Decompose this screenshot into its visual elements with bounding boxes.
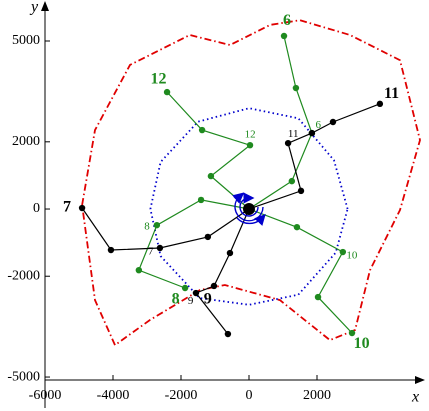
series-line [81, 207, 250, 251]
x-tick-label: -4000 [97, 388, 130, 403]
point-label: 9 [188, 295, 194, 307]
series-line [149, 107, 349, 306]
center-point [243, 203, 255, 216]
point [280, 32, 288, 40]
point [246, 141, 254, 149]
point [210, 282, 218, 290]
point [181, 284, 189, 292]
point [284, 139, 292, 147]
point-label: 11 [288, 128, 299, 140]
point [339, 248, 347, 256]
center-spiral [232, 192, 266, 226]
point [163, 88, 171, 96]
y-tick-label: -5000 [7, 369, 40, 384]
point [297, 187, 305, 195]
point [78, 204, 86, 212]
point [224, 330, 232, 338]
point-label: 6 [316, 119, 322, 131]
point-label: 12 [245, 129, 256, 141]
point [204, 233, 212, 241]
point [348, 329, 356, 337]
point [292, 84, 300, 92]
x-tick-label: 2000 [303, 388, 331, 403]
x-axis-label: x [411, 389, 419, 406]
point-label: 8 [172, 290, 180, 307]
point [135, 266, 143, 274]
y-axis-label: y [29, 0, 39, 16]
x-tick-label: -2000 [165, 388, 198, 403]
point-label: 6 [283, 12, 291, 29]
series-line [248, 208, 353, 334]
series-line [195, 208, 250, 335]
point-label: 9 [204, 290, 212, 307]
point [329, 118, 337, 126]
point [107, 246, 115, 254]
point [288, 177, 296, 185]
point-label: 8 [144, 220, 150, 232]
y-tick-label: 0 [33, 201, 40, 216]
point-label: 7 [148, 246, 154, 258]
y-tick-label: 2000 [12, 134, 40, 149]
x-tick-label: 0 [246, 388, 253, 403]
x-tick-label: -6000 [29, 388, 62, 403]
point [192, 289, 200, 297]
point [197, 196, 205, 204]
point-label: 7 [63, 199, 71, 216]
point [156, 244, 164, 252]
point [153, 221, 161, 229]
series-line [248, 103, 381, 210]
point [314, 293, 322, 301]
series-line [166, 91, 252, 210]
point [308, 129, 316, 137]
y-tick-label: 5000 [12, 33, 40, 48]
y-tick-label: -2000 [7, 268, 40, 283]
point-label: 12 [150, 70, 166, 87]
point-label: 10 [346, 250, 358, 262]
series-line [138, 199, 250, 289]
point-label: 11 [384, 85, 399, 102]
point [376, 100, 384, 108]
point [207, 172, 215, 180]
point [198, 126, 206, 134]
point-label: 10 [354, 335, 370, 352]
series-line [81, 19, 421, 347]
point [293, 223, 301, 231]
point [226, 249, 234, 257]
